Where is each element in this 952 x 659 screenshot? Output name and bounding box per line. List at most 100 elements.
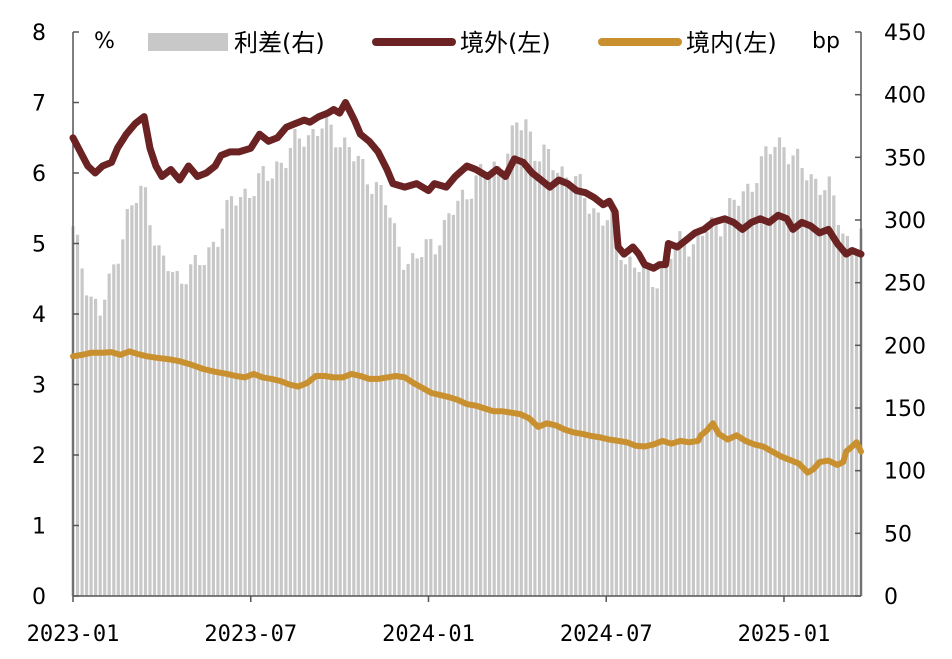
spread-bar bbox=[257, 173, 261, 596]
spread-bar bbox=[714, 222, 718, 596]
spread-bar bbox=[651, 287, 655, 596]
spread-bar bbox=[596, 212, 600, 596]
right-unit-label: bp bbox=[812, 29, 840, 54]
spread-bar bbox=[433, 254, 437, 597]
spread-bar bbox=[755, 183, 759, 596]
spread-bar bbox=[669, 258, 673, 596]
spread-bar bbox=[479, 164, 483, 596]
spread-bar bbox=[524, 119, 528, 597]
legend-onshore-label: 境内(左) bbox=[686, 29, 777, 57]
x-tick-labels: 2023-01 2023-07 2024-01 2024-07 2025-01 bbox=[27, 596, 830, 647]
spread-bars bbox=[71, 115, 863, 597]
spread-bar bbox=[266, 180, 270, 597]
spread-bar bbox=[533, 160, 537, 596]
spread-bar bbox=[148, 225, 152, 596]
spread-bar bbox=[451, 214, 455, 596]
spread-bar bbox=[370, 193, 374, 596]
spread-bar bbox=[297, 138, 301, 596]
spread-bar bbox=[483, 174, 487, 596]
spread-bar bbox=[814, 178, 818, 597]
spread-bar bbox=[130, 205, 134, 597]
spread-bar bbox=[270, 178, 274, 596]
spread-bar bbox=[560, 166, 564, 596]
right-tick-label: 0 bbox=[884, 585, 898, 610]
spread-bar bbox=[687, 256, 691, 596]
spread-bar bbox=[528, 131, 532, 596]
left-tick-label: 2 bbox=[32, 444, 46, 469]
spread-bar bbox=[605, 220, 609, 596]
legend-offshore-label: 境外(左) bbox=[460, 29, 551, 57]
spread-bar bbox=[673, 242, 677, 596]
spread-bar bbox=[469, 198, 474, 596]
spread-bar bbox=[252, 196, 256, 596]
spread-bar bbox=[220, 228, 224, 596]
spread-bar bbox=[388, 217, 392, 596]
spread-bar bbox=[791, 155, 795, 596]
spread-bar bbox=[506, 153, 510, 596]
spread-bar bbox=[678, 231, 682, 596]
spread-bar bbox=[737, 205, 741, 597]
spread-bar bbox=[633, 267, 637, 596]
spread-bar bbox=[832, 195, 836, 596]
spread-bar bbox=[184, 284, 188, 596]
spread-bar bbox=[497, 166, 501, 596]
spread-bar bbox=[352, 161, 356, 597]
spread-bar bbox=[379, 185, 383, 596]
spread-bar bbox=[845, 236, 849, 596]
offshore-line bbox=[69, 99, 865, 272]
spread-bar bbox=[786, 164, 791, 597]
spread-bar bbox=[768, 154, 772, 596]
spread-bar bbox=[411, 253, 415, 596]
left-tick-label: 1 bbox=[32, 515, 46, 540]
spread-bar bbox=[442, 219, 446, 596]
spread-bar bbox=[623, 264, 628, 596]
spread-bar bbox=[171, 272, 175, 596]
spread-bar bbox=[198, 265, 202, 596]
spread-bar bbox=[125, 209, 129, 596]
spread-bar bbox=[619, 260, 623, 596]
spread-bar bbox=[750, 191, 754, 597]
spread-bar bbox=[696, 231, 700, 597]
spread-bar bbox=[474, 175, 478, 596]
left-tick-label: 8 bbox=[32, 21, 46, 46]
spread-bar bbox=[628, 256, 632, 596]
spread-bar bbox=[85, 295, 89, 596]
spread-bar bbox=[75, 234, 80, 596]
spread-bar bbox=[397, 246, 401, 596]
left-unit-label: % bbox=[94, 29, 115, 54]
x-tick-label: 2023-07 bbox=[204, 622, 297, 647]
spread-bar bbox=[424, 239, 428, 596]
spread-bar bbox=[365, 184, 369, 596]
left-tick-label: 6 bbox=[32, 162, 46, 187]
spread-bar bbox=[569, 186, 573, 596]
spread-bar bbox=[320, 128, 324, 596]
spread-bar bbox=[823, 190, 827, 596]
spread-bar bbox=[438, 245, 442, 596]
x-tick-label: 2023-01 bbox=[27, 622, 120, 647]
spread-bar bbox=[288, 147, 292, 596]
spread-bar bbox=[234, 205, 238, 596]
spread-bar bbox=[741, 191, 745, 597]
spread-bar bbox=[103, 299, 107, 596]
spread-bar bbox=[89, 296, 93, 596]
spread-bar bbox=[773, 147, 777, 596]
spread-bar bbox=[343, 137, 347, 596]
spread-bar bbox=[202, 265, 206, 596]
spread-bar bbox=[316, 136, 320, 596]
spread-bar bbox=[302, 146, 306, 596]
spread-bar bbox=[180, 283, 184, 596]
spread-bar bbox=[610, 208, 614, 596]
spread-bar bbox=[660, 267, 664, 596]
spread-bar bbox=[248, 198, 252, 596]
spread-bar bbox=[556, 172, 560, 596]
spread-bar bbox=[728, 198, 732, 596]
left-tick-label: 5 bbox=[32, 233, 46, 258]
spread-bar bbox=[134, 203, 138, 596]
spread-bar bbox=[325, 115, 329, 596]
spread-bar bbox=[642, 260, 646, 596]
spread-bar bbox=[723, 222, 727, 596]
left-tick-labels: 0 1 2 3 4 5 6 7 8 bbox=[32, 21, 79, 610]
spread-bar bbox=[139, 185, 143, 597]
spread-bar bbox=[501, 172, 505, 596]
spread-bar bbox=[338, 147, 342, 596]
